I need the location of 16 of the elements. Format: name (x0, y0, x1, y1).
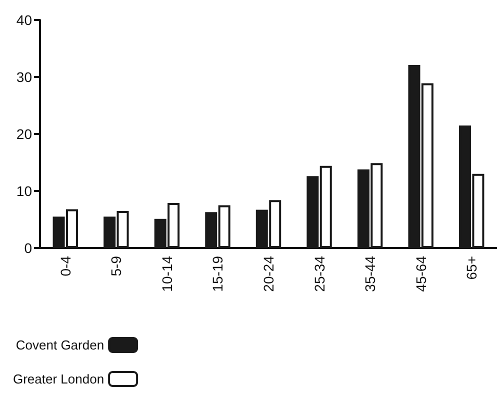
legend-label: Covent Garden (16, 338, 104, 352)
x-tick-label: 25-34 (311, 256, 328, 292)
x-tick-label: 15-19 (210, 256, 226, 292)
y-tick-label: 40 (16, 12, 32, 28)
y-tick-label: 30 (16, 69, 32, 85)
y-tick-label: 20 (16, 126, 32, 142)
legend-label: Greater London (12, 372, 104, 386)
x-tick-label: 0-4 (57, 256, 74, 276)
x-tick-label: 45-64 (412, 256, 429, 292)
x-tick-label: 65+ (464, 256, 480, 280)
x-tick-label: 10-14 (158, 256, 175, 292)
y-tick-label: 0 (24, 240, 32, 256)
y-tick-label: 10 (16, 183, 32, 199)
x-tick-label: 35-44 (362, 256, 378, 292)
x-tick-label: 5-9 (108, 256, 124, 276)
x-tick-label: 20-24 (260, 256, 276, 292)
